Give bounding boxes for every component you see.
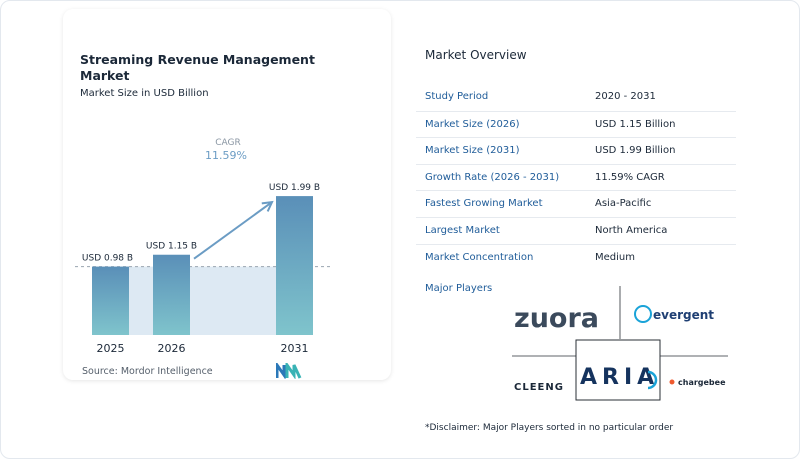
disclaimer: *Disclaimer: Major Players sorted in no … xyxy=(425,423,674,433)
overview-value: Medium xyxy=(595,251,635,263)
cagr-value: 11.59% xyxy=(205,149,247,162)
overview-row: Largest Market North America xyxy=(416,216,736,244)
overview-value: USD 1.15 Billion xyxy=(595,118,676,130)
data-label-2026: USD 1.15 B xyxy=(146,242,197,252)
evergent-logo: evergent xyxy=(653,308,714,322)
zuora-logo: zuora xyxy=(514,303,599,334)
overview-row: Growth Rate (2026 - 2031) 11.59% CAGR xyxy=(416,163,736,191)
major-players-title: Major Players xyxy=(425,283,493,294)
overview-row: Study Period 2020 - 2031 xyxy=(416,84,736,111)
cagr-label: CAGR xyxy=(215,138,241,148)
major-players-logos: zuora evergent CLEENG ARIA chargebee xyxy=(512,286,728,401)
overview-table: Study Period 2020 - 2031 Market Size (202… xyxy=(416,84,736,270)
overview-row: Market Size (2031) USD 1.99 Billion xyxy=(416,137,736,164)
overview-value: Asia-Pacific xyxy=(595,198,652,210)
overview-value: 2020 - 2031 xyxy=(595,91,656,102)
chargebee-logo-icon xyxy=(669,379,675,385)
data-label-2025: USD 0.98 B xyxy=(82,254,133,264)
bar-2026 xyxy=(153,254,190,335)
overview-title: Market Overview xyxy=(425,48,527,62)
overview-key: Fastest Growing Market xyxy=(425,198,543,210)
overview-value: North America xyxy=(595,224,668,236)
overview-key: Study Period xyxy=(425,91,489,102)
chart-title: Streaming Revenue Management Market xyxy=(80,52,315,83)
overview-row: Fastest Growing Market Asia-Pacific xyxy=(416,190,736,217)
aria-logo: ARIA xyxy=(580,365,659,390)
overview-row: Market Size (2026) USD 1.15 Billion xyxy=(416,110,736,138)
tick-label-2026: 2026 xyxy=(158,342,186,355)
source-note: Source: Mordor Intelligence xyxy=(82,366,213,377)
cleeng-logo: CLEENG xyxy=(514,382,564,393)
bar-2031 xyxy=(276,196,313,335)
chargebee-logo: chargebee xyxy=(678,378,726,387)
overview-key: Market Concentration xyxy=(425,251,534,263)
cagr-arrow-head xyxy=(261,200,274,212)
overview-value: 11.59% CAGR xyxy=(595,171,665,183)
overview-row: Market Concentration Medium xyxy=(416,243,736,271)
chart-subtitle: Market Size in USD Billion xyxy=(80,88,209,99)
cagr-arrow xyxy=(193,201,273,260)
evergent-logo-icon xyxy=(634,305,652,323)
bar-chart: USD 0.98 B 2025 USD 1.15 B 2026 USD 1.99 B 20… xyxy=(75,138,331,355)
overview-key: Market Size (2026) xyxy=(425,118,520,130)
overview-key: Market Size (2031) xyxy=(425,145,520,157)
mordor-logo-icon xyxy=(276,363,302,379)
overview-key: Growth Rate (2026 - 2031) xyxy=(425,171,560,183)
bar-2025 xyxy=(92,266,129,335)
data-label-2031: USD 1.99 B xyxy=(269,183,320,193)
overview-value: USD 1.99 Billion xyxy=(595,145,676,157)
tick-label-2031: 2031 xyxy=(281,342,309,355)
overview-key: Largest Market xyxy=(425,224,500,236)
tick-label-2025: 2025 xyxy=(97,342,125,355)
aria-logo-icon xyxy=(647,370,658,390)
